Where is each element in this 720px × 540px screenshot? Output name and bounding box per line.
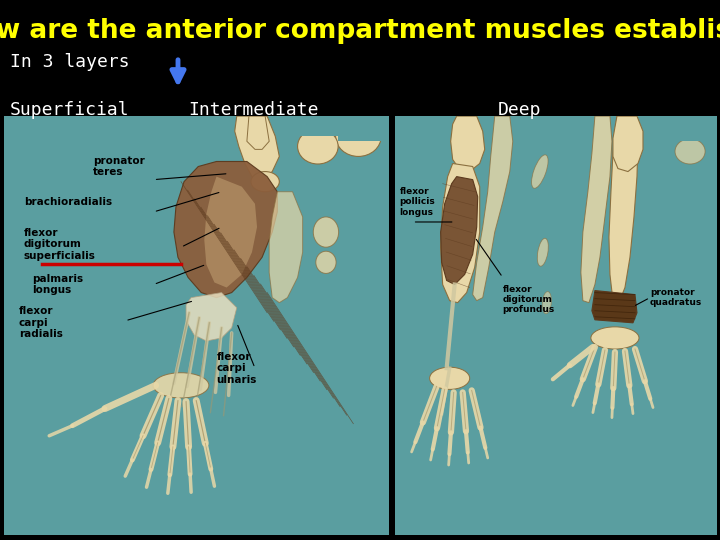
Polygon shape xyxy=(581,116,612,302)
Text: In 3 layers: In 3 layers xyxy=(10,53,130,71)
Text: Superficial: Superficial xyxy=(10,101,130,119)
Text: flexor
carpi
radialis: flexor carpi radialis xyxy=(19,306,63,340)
Ellipse shape xyxy=(313,217,338,247)
Polygon shape xyxy=(592,291,637,323)
Text: flexor
carpi
ulnaris: flexor carpi ulnaris xyxy=(217,352,257,385)
Ellipse shape xyxy=(251,172,279,192)
Text: Intermediate: Intermediate xyxy=(188,101,318,119)
Ellipse shape xyxy=(542,292,552,314)
Ellipse shape xyxy=(430,367,469,389)
Ellipse shape xyxy=(591,327,639,349)
Text: palmaris
longus: palmaris longus xyxy=(32,274,83,295)
Ellipse shape xyxy=(153,373,209,398)
Polygon shape xyxy=(269,192,302,302)
Ellipse shape xyxy=(531,155,548,188)
Text: pronator
quadratus: pronator quadratus xyxy=(650,288,702,307)
Polygon shape xyxy=(204,177,257,287)
Bar xyxy=(670,111,720,141)
Polygon shape xyxy=(473,116,513,301)
Ellipse shape xyxy=(675,139,705,164)
Polygon shape xyxy=(235,116,279,180)
Polygon shape xyxy=(174,161,277,298)
Text: flexor
digitorum
superficialis: flexor digitorum superficialis xyxy=(24,227,96,261)
Bar xyxy=(297,111,359,136)
Text: flexor
digitorum
profundus: flexor digitorum profundus xyxy=(503,285,555,314)
Polygon shape xyxy=(613,116,643,172)
Text: brachioradialis: brachioradialis xyxy=(24,197,112,207)
Text: 1. How are the anterior compartment muscles established?: 1. How are the anterior compartment musc… xyxy=(0,18,720,44)
Text: pronator
teres: pronator teres xyxy=(93,156,145,177)
Polygon shape xyxy=(247,116,269,150)
Text: Deep: Deep xyxy=(498,101,541,119)
Polygon shape xyxy=(609,116,638,302)
Ellipse shape xyxy=(297,129,338,164)
Text: flexor
pollicis
longus: flexor pollicis longus xyxy=(400,187,436,217)
Polygon shape xyxy=(441,164,480,302)
Polygon shape xyxy=(186,293,237,341)
Bar xyxy=(338,111,389,141)
Ellipse shape xyxy=(537,238,549,266)
Ellipse shape xyxy=(336,116,381,157)
Polygon shape xyxy=(451,116,485,172)
Ellipse shape xyxy=(316,251,336,273)
Polygon shape xyxy=(441,177,477,285)
